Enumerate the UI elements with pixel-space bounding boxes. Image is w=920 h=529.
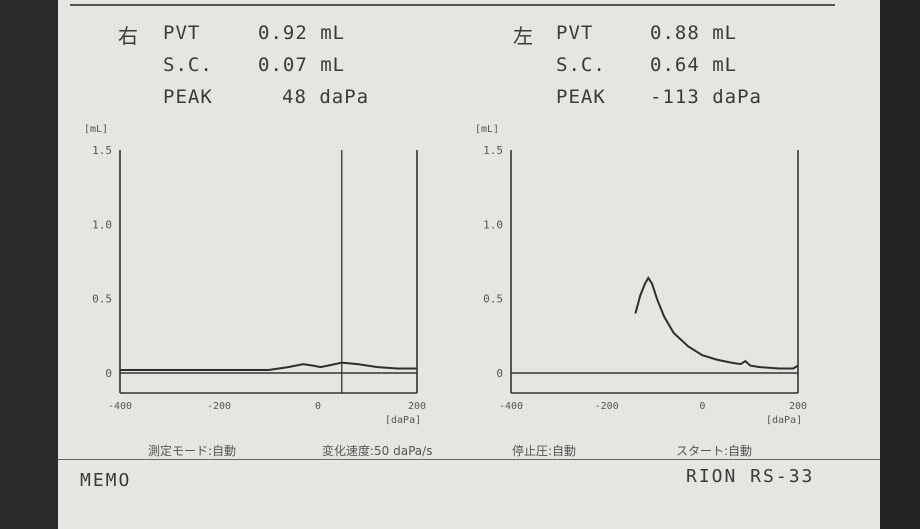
right-peak-value: 48 daPa — [282, 86, 370, 108]
right-sc-value: 0.07 mL — [258, 54, 346, 76]
right-ear-tympanogram: 0 0.5 1.0 1.5 [mL] -400 -200 0 200 [daPa] — [84, 124, 426, 425]
background-edge — [880, 0, 920, 529]
left-sc-label: S.C. — [556, 54, 606, 76]
y-tick-label: 1.5 — [483, 144, 503, 157]
y-tick-label: 1.0 — [483, 218, 503, 231]
y-tick-label: 0.5 — [92, 293, 112, 306]
left-sc-value: 0.64 mL — [650, 54, 738, 76]
x-tick-label: -400 — [108, 401, 132, 412]
tympanogram-curve — [120, 361, 417, 371]
x-tick-label: -200 — [207, 401, 231, 412]
right-pvt-label: PVT — [163, 22, 201, 44]
y-tick-label: 1.5 — [92, 144, 112, 157]
left-pvt-label: PVT — [556, 22, 594, 44]
right-ear-label: 右 — [118, 24, 138, 48]
x-axis-label: [daPa] — [385, 415, 421, 425]
right-pvt-value: 0.92 mL — [258, 22, 346, 44]
left-ear-label: 左 — [513, 24, 533, 48]
footer-stop-pressure: 停止圧:自動 — [512, 444, 577, 458]
tympanogram-curve — [634, 275, 799, 370]
x-tick-label: 200 — [789, 401, 807, 412]
left-peak-value: -113 daPa — [650, 86, 762, 108]
left-peak-label: PEAK — [556, 86, 606, 108]
footer-rule — [58, 459, 880, 460]
footer-start: スタート:自動 — [676, 444, 753, 458]
x-axis-label: [daPa] — [766, 415, 802, 425]
model-label: RION RS-33 — [686, 466, 815, 487]
printout-paper — [58, 0, 880, 529]
y-axis-label: [mL] — [475, 124, 499, 135]
y-axis-label: [mL] — [84, 124, 108, 135]
left-pvt-value: 0.88 mL — [650, 22, 738, 44]
x-tick-label: 0 — [699, 401, 705, 412]
x-tick-label: -200 — [595, 401, 619, 412]
left-ear-tympanogram: 0 0.5 1.0 1.5 [mL] -400 -200 0 200 [daPa] — [475, 124, 807, 425]
x-tick-label: 200 — [408, 401, 426, 412]
x-tick-label: -400 — [499, 401, 523, 412]
y-tick-label: 0 — [105, 367, 112, 380]
right-peak-label: PEAK — [163, 86, 213, 108]
y-tick-label: 0 — [496, 367, 503, 380]
right-sc-label: S.C. — [163, 54, 213, 76]
y-tick-label: 0.5 — [483, 293, 503, 306]
footer-change-rate: 変化速度:50 daPa/s — [322, 444, 433, 458]
top-rule — [70, 4, 835, 6]
y-tick-label: 1.0 — [92, 218, 112, 231]
footer-measure-mode: 測定モード:自動 — [148, 444, 237, 458]
memo-label: MEMO — [80, 470, 132, 491]
x-tick-label: 0 — [315, 401, 321, 412]
